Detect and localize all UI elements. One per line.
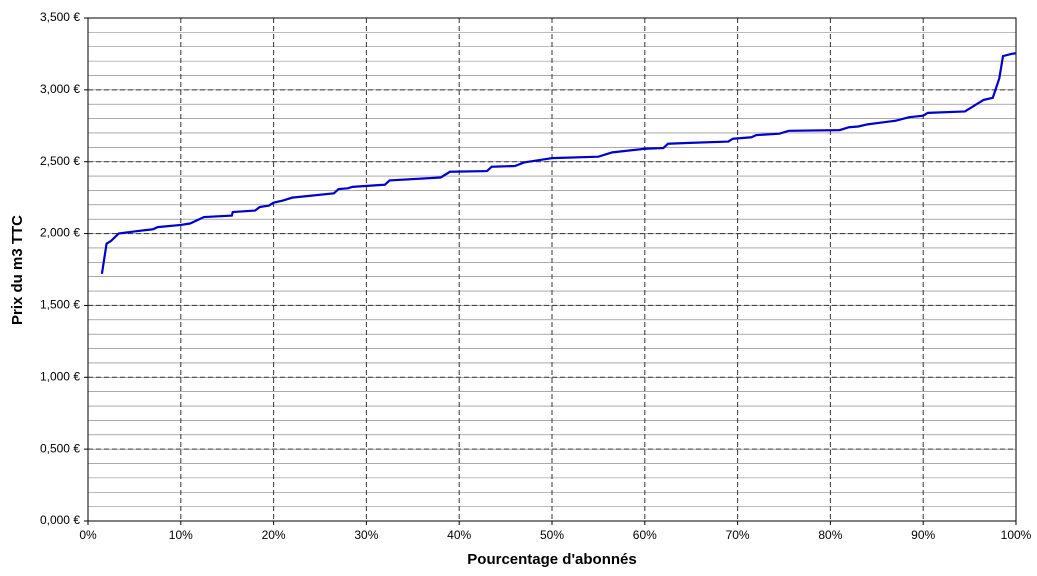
y-tick-label: 2,000 €: [40, 226, 80, 240]
y-tick-label: 1,500 €: [40, 298, 80, 312]
x-tick-label: 60%: [633, 528, 657, 542]
plot-border: [87, 17, 1017, 522]
y-tick-label: 3,000 €: [40, 82, 80, 96]
x-tick-label: 80%: [818, 528, 842, 542]
y-tick-label: 1,000 €: [40, 369, 80, 383]
x-tick-label: 10%: [169, 528, 193, 542]
y-tick-label: 2,500 €: [40, 154, 80, 168]
x-tick-label: 100%: [1001, 528, 1032, 542]
x-axis-title: Pourcentage d'abonnés: [467, 551, 636, 568]
y-axis-title: Prix du m3 TTC: [9, 215, 26, 325]
x-tick-label: 50%: [540, 528, 564, 542]
x-tick-label: 0%: [79, 528, 97, 542]
x-tick-label: 70%: [726, 528, 750, 542]
y-tick-label: 3,500 €: [40, 10, 80, 24]
x-tick-label: 20%: [262, 528, 286, 542]
data-line: [100, 52, 1017, 274]
x-tick-label: 30%: [354, 528, 378, 542]
x-tick-label: 40%: [447, 528, 471, 542]
y-tick-label: 0,500 €: [40, 441, 80, 455]
y-tick-label: 0,000 €: [40, 513, 80, 527]
x-tick-label: 90%: [911, 528, 935, 542]
